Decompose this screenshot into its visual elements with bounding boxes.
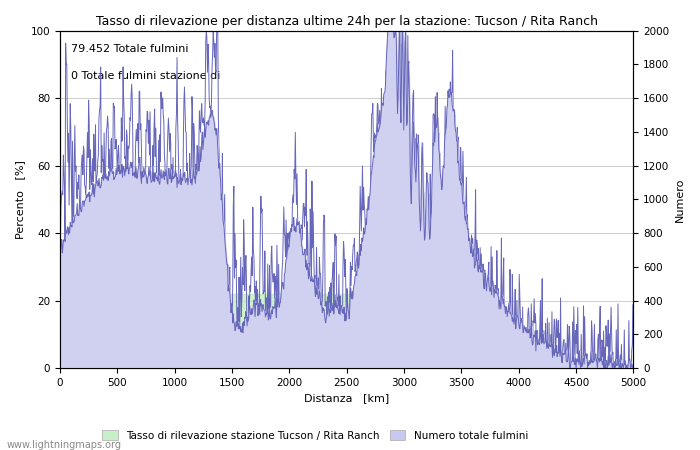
Y-axis label: Numero: Numero	[675, 177, 685, 221]
Text: www.lightningmaps.org: www.lightningmaps.org	[7, 440, 122, 450]
X-axis label: Distanza   [km]: Distanza [km]	[304, 393, 389, 404]
Text: 0 Totale fulmini stazione di: 0 Totale fulmini stazione di	[71, 71, 220, 81]
Legend: Tasso di rilevazione stazione Tucson / Rita Ranch, Numero totale fulmini: Tasso di rilevazione stazione Tucson / R…	[98, 426, 532, 445]
Title: Tasso di rilevazione per distanza ultime 24h per la stazione: Tucson / Rita Ranc: Tasso di rilevazione per distanza ultime…	[96, 15, 598, 28]
Y-axis label: Percento   [%]: Percento [%]	[15, 160, 25, 239]
Text: 79.452 Totale fulmini: 79.452 Totale fulmini	[71, 44, 189, 54]
